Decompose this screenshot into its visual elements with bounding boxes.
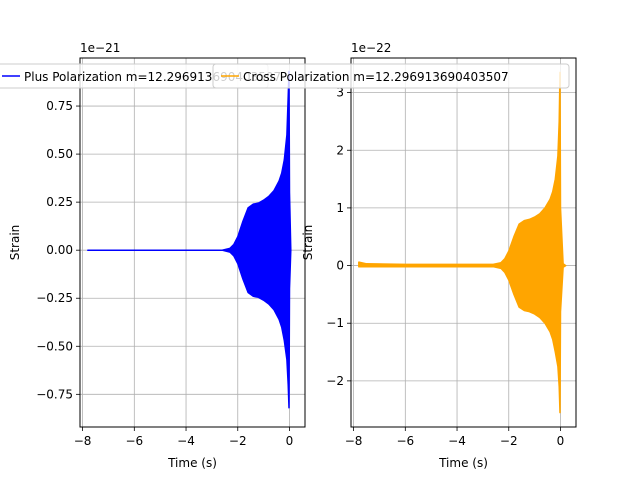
y-tick-label: 0.75: [46, 99, 73, 113]
x-tick-label: −6: [396, 434, 414, 448]
y-tick-label: −1: [326, 316, 344, 330]
x-axis-label: Time (s): [438, 456, 488, 470]
y-tick-label: 2: [336, 143, 344, 157]
y-tick-label: −0.25: [36, 291, 73, 305]
ticks: −8 −6 −4 −2 0 −0.75 −0.50 −0.25 0.00 0.25 0.50 0.75: [36, 99, 293, 448]
y-axis-label: Strain: [301, 225, 315, 261]
y-tick-label: −0.50: [36, 339, 73, 353]
x-tick-label: −2: [229, 434, 247, 448]
y-axis-label: Strain: [8, 225, 22, 261]
x-tick-label: 0: [557, 434, 565, 448]
series-line-0: [358, 71, 567, 414]
ticks: −8 −6 −4 −2 0 −2 −1 0 1 2 3: [326, 86, 564, 448]
series-layer: [358, 71, 567, 414]
series-line-0: [87, 70, 292, 409]
x-tick-label: −2: [500, 434, 518, 448]
y-offset-label: 1e−22: [351, 41, 391, 55]
legend: Cross Polarization m=12.296913690403507: [212, 63, 570, 89]
y-tick-label: 0.50: [46, 147, 73, 161]
y-tick-label: 3: [336, 86, 344, 100]
y-tick-label: 0.25: [46, 195, 73, 209]
y-tick-label: −0.75: [36, 387, 73, 401]
plus-polarization-plot: −8 −6 −4 −2 0 −0.75 −0.50 −0.25 0.00 0.25 0.50 0.75…: [0, 41, 306, 470]
legend-box: [212, 63, 570, 89]
legend-label: Cross Polarization m=12.296913690403507: [243, 70, 509, 84]
x-tick-label: −6: [125, 434, 143, 448]
x-axis-label: Time (s): [167, 456, 217, 470]
axes-frame: [79, 57, 306, 428]
y-tick-label: −2: [326, 374, 344, 388]
y-tick-label: 0: [336, 259, 344, 273]
x-tick-label: −8: [345, 434, 363, 448]
x-tick-label: −4: [448, 434, 466, 448]
x-tick-label: 0: [286, 434, 294, 448]
y-tick-label: 0.00: [46, 243, 73, 257]
y-offset-label: 1e−21: [80, 41, 120, 55]
x-tick-label: −8: [74, 434, 92, 448]
y-tick-label: 1: [336, 201, 344, 215]
series-layer: [87, 70, 292, 409]
axes-frame: [350, 57, 577, 428]
x-tick-label: −4: [177, 434, 195, 448]
